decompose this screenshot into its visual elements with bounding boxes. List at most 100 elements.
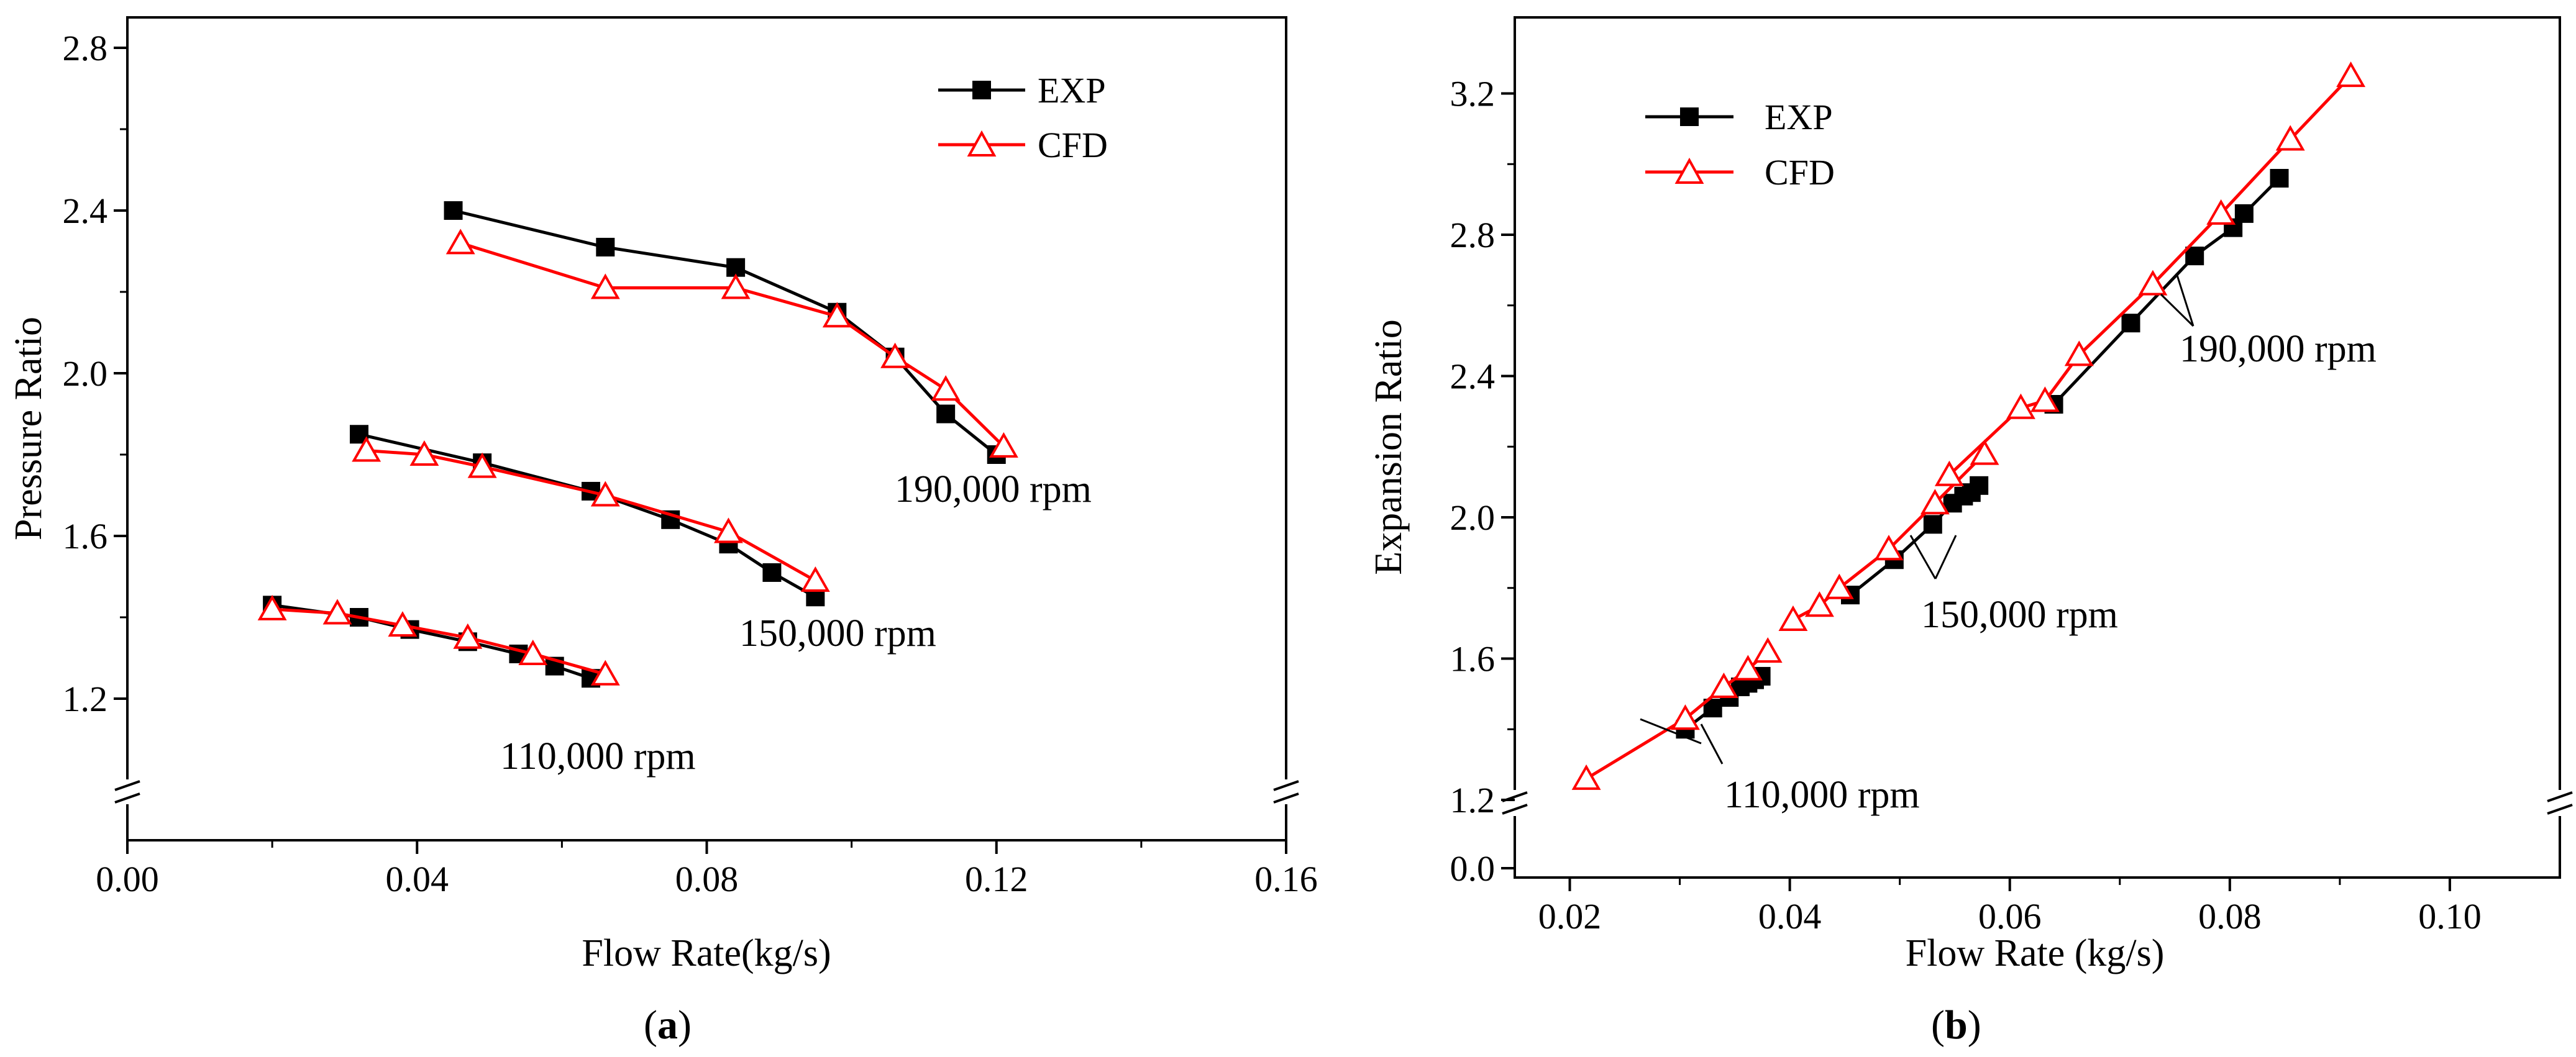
legend-marker-exp-a — [972, 81, 991, 99]
data-point-cfd-110000 — [257, 594, 287, 620]
x-tick-label: 0.04 — [1758, 896, 1822, 937]
data-point-cfd-150000 — [467, 452, 497, 478]
panel-label-b: (b) — [1931, 1002, 1981, 1048]
data-point-cfd-150000 — [1824, 573, 1854, 599]
data-point-exp-150000 — [1923, 515, 1942, 534]
y-tick-label: 3.2 — [1450, 74, 1496, 114]
data-point-cfd-150000 — [1970, 439, 1999, 465]
legend-marker-exp-b — [1680, 107, 1699, 126]
data-point-cfd-150000 — [1804, 591, 1834, 617]
data-point-cfd-110000 — [590, 660, 620, 686]
x-tick-label: 0.02 — [1538, 896, 1602, 937]
y-tick-label: 2.8 — [1450, 215, 1496, 255]
panel-label-a: (a) — [644, 1002, 692, 1048]
legend-label-cfd-b: CFD — [1765, 152, 1835, 193]
annotation-leader-110000-b — [1640, 718, 1702, 745]
legend-marker-cfd-a — [967, 130, 997, 157]
y-axis-title-b: Expansion Ratio — [1368, 319, 1410, 575]
data-point-cfd-150000 — [409, 440, 439, 466]
plot-frame-a — [126, 16, 1287, 842]
data-point-cfd-150000 — [590, 481, 620, 507]
y-tick-label: 2.4 — [63, 191, 108, 231]
annotation-110000-rpm-a: 110,000 rpm — [500, 735, 696, 778]
x-tick-label: 0.00 — [96, 859, 159, 899]
data-point-exp-150000 — [762, 563, 782, 582]
annotation-leader-190000-b — [2160, 293, 2195, 327]
data-point-cfd-190000 — [931, 375, 961, 401]
x-tick-label: 0.16 — [1254, 859, 1318, 899]
y-tick-label: 1.6 — [63, 516, 108, 556]
legend-a: EXP CFD — [938, 70, 1108, 165]
data-point-exp-150000 — [1970, 476, 1989, 495]
data-point-cfd-110000 — [518, 639, 548, 665]
y-tick-label: 2.0 — [1450, 497, 1496, 538]
data-point-exp-190000 — [936, 404, 956, 424]
x-tick-label: 0.04 — [386, 859, 449, 899]
y-tick-label: 1.2 — [63, 679, 108, 719]
axis-break-mark-left-a — [114, 780, 140, 791]
y-tick-label: 2.0 — [63, 353, 108, 394]
axis-break-mark-right-a — [1273, 780, 1299, 791]
data-point-cfd-190000 — [2064, 340, 2094, 366]
data-point-cfd-190000 — [590, 273, 620, 299]
data-point-cfd-110000 — [322, 599, 352, 625]
x-axis-title-b: Flow Rate (kg/s) — [1906, 932, 2165, 974]
chart-panel-b: 0.02 0.04 0.06 0.08 0.10 0.0 1.2 1.6 2.0 2.4 2.8 3.… — [1368, 16, 2573, 1048]
data-point-cfd-110000 — [1753, 637, 1783, 663]
legend-label-exp-a: EXP — [1038, 70, 1106, 111]
data-point-cfd-150000 — [800, 566, 830, 592]
x-tick-label: 0.08 — [2198, 896, 2262, 937]
data-point-cfd-190000 — [2206, 199, 2236, 225]
x-tick-label: 0.08 — [675, 859, 739, 899]
series-line-cfd-110000 — [272, 607, 606, 676]
annotation-190000-rpm-a: 190,000 rpm — [895, 468, 1092, 510]
x-tick-label: 0.06 — [1978, 896, 2042, 937]
data-point-cfd-110000 — [453, 623, 483, 649]
data-point-cfd-190000 — [2030, 386, 2060, 412]
data-point-cfd-190000 — [721, 273, 751, 299]
series-line-cfd-150000 — [366, 449, 816, 583]
y-tick-label: 1.2 — [1450, 780, 1496, 820]
data-point-cfd-110000 — [388, 611, 418, 637]
annotation-leader-150000-b — [1909, 535, 1937, 579]
x-tick-label: 0.12 — [965, 859, 1028, 899]
data-point-cfd-190000 — [2275, 125, 2305, 151]
axis-break-mark-right-b — [2547, 804, 2573, 815]
series-line-exp-190000 — [452, 209, 998, 456]
y-tick-label: 0.0 — [1450, 848, 1496, 889]
axis-break-mark-right-b — [2547, 791, 2573, 802]
y-axis-title-a: Pressure Ratio — [7, 317, 50, 540]
data-point-exp-190000 — [2185, 247, 2204, 266]
annotation-190000-rpm-b: 190,000 rpm — [2180, 328, 2377, 370]
data-point-cfd-110000 — [1571, 764, 1601, 790]
annotation-leader-110000-b — [1700, 724, 1724, 764]
plot-frame-b — [1514, 16, 2561, 879]
chart-panel-a: 0.00 0.04 0.08 0.12 0.16 1.2 1.6 2.0 2.4 2.8 EXP … — [7, 16, 1318, 1048]
annotation-110000-rpm-b: 110,000 rpm — [1724, 774, 1920, 816]
x-tick-label: 0.10 — [2418, 896, 2482, 937]
legend-label-exp-b: EXP — [1765, 97, 1833, 137]
data-point-cfd-190000 — [1934, 460, 1964, 486]
data-point-exp-190000 — [2270, 169, 2289, 188]
data-point-exp-190000 — [596, 237, 615, 256]
legend-b: EXP CFD — [1645, 97, 1835, 193]
y-tick-label: 2.8 — [63, 28, 108, 68]
legend-label-cfd-a: CFD — [1038, 125, 1108, 165]
data-point-cfd-150000 — [1920, 489, 1950, 515]
data-point-cfd-150000 — [352, 436, 381, 462]
annotation-leader-190000-b — [2175, 273, 2195, 327]
data-point-cfd-150000 — [1874, 535, 1904, 561]
series-line-exp-110000 — [272, 603, 591, 680]
data-point-cfd-110000 — [1709, 672, 1738, 698]
data-point-cfd-150000 — [1778, 605, 1808, 631]
legend-marker-cfd-b — [1674, 157, 1704, 184]
data-point-cfd-190000 — [822, 302, 852, 328]
data-point-cfd-150000 — [714, 517, 743, 543]
data-point-cfd-190000 — [989, 432, 1018, 458]
data-point-exp-190000 — [2234, 204, 2254, 223]
data-point-cfd-190000 — [2006, 393, 2035, 419]
axis-break-mark-left-b — [1502, 804, 1528, 815]
data-point-cfd-110000 — [1670, 704, 1700, 730]
data-point-cfd-190000 — [880, 342, 910, 368]
